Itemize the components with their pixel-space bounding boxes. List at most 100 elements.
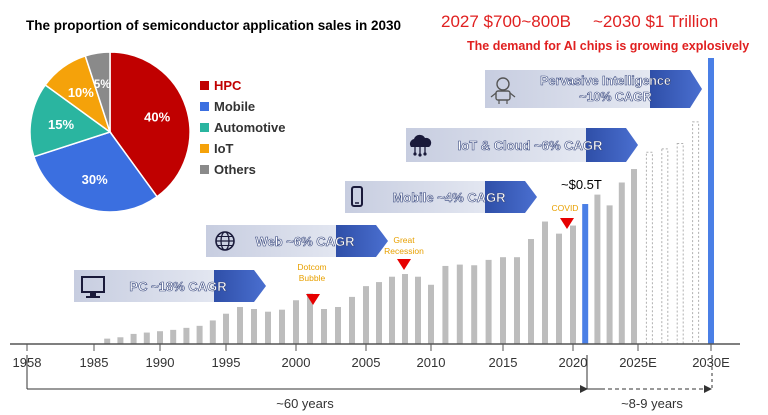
bar-1996 [237, 306, 243, 344]
recession-label-line2: Recession [384, 246, 424, 256]
bar-1990 [157, 331, 163, 344]
dotcom-marker [306, 294, 320, 305]
bar-2010 [428, 284, 434, 344]
tick-label-1995: 1995 [212, 355, 241, 370]
bar-1986 [104, 338, 111, 344]
pie-label-others: 5% [94, 79, 111, 91]
era-label-robot: Pervasive Intelligence [540, 74, 671, 88]
bar-2012 [456, 264, 463, 344]
x-axis-ticks: 1958 1985 1990 1995 2000 2005 2010 2015 2020 2025… [13, 344, 730, 370]
cloud-icon [409, 134, 432, 157]
legend-label-mobile: Mobile [214, 99, 255, 114]
pie-title: The proportion of semiconductor applicat… [26, 18, 401, 33]
legend-swatch-hpc [200, 81, 209, 90]
globe-icon [215, 231, 235, 251]
bar-1991 [170, 329, 177, 344]
era-box-cloud [406, 128, 638, 162]
bar-1988 [130, 333, 137, 344]
bar-2002 [321, 309, 327, 344]
bar-2023 [606, 205, 613, 344]
bar-1998 [265, 311, 271, 344]
recession-label-line1: Great [393, 235, 415, 245]
pie-slice-others [84, 51, 111, 133]
covid-annotation: COVID [552, 203, 579, 229]
bar-1987 [117, 337, 124, 344]
bar-2014 [485, 259, 492, 344]
legend-swatch-others [200, 165, 209, 174]
legend-label-hpc: HPC [214, 78, 242, 93]
era-label-smartphone: Mobile ~4% CAGR [392, 190, 506, 205]
bar-2007 [389, 276, 395, 344]
era-arrow-tip-monitor [214, 270, 266, 302]
bar-1999 [279, 309, 285, 344]
bar-2016 [514, 257, 520, 344]
bar-1992 [183, 327, 190, 344]
pie-label-iot: 10% [68, 85, 94, 100]
bar-1995 [223, 313, 229, 344]
era-label2-robot: ~10% CAGR [579, 90, 652, 104]
era-robot: Pervasive Intelligence ~10% CAGR [485, 70, 702, 108]
recession-marker [397, 259, 411, 270]
bar-2027 [661, 148, 669, 345]
tick-label-2005: 2005 [352, 355, 381, 370]
legend-label-iot: IoT [214, 141, 234, 156]
bar-2028 [676, 142, 684, 345]
pie-slice-automotive [29, 83, 112, 158]
era-arrow-tip-cloud [586, 128, 638, 162]
bar-2019 [556, 233, 562, 344]
bar-2020 [570, 225, 576, 344]
era-monitor: PC ~18% CAGR [74, 270, 266, 302]
era-globe: Web ~6% CAGR [206, 225, 388, 257]
bar-2001 [307, 293, 313, 344]
legend-label-automotive: Automotive [214, 120, 286, 135]
headline-2027: 2027 $700~800B [441, 12, 571, 31]
era-label-globe: Web ~6% CAGR [255, 234, 355, 249]
bar-2022 [594, 194, 601, 344]
era-smartphone: Mobile ~4% CAGR [345, 181, 537, 213]
half-trillion-label: ~$0.5T [561, 177, 602, 192]
span-sixty-label: ~60 years [276, 396, 334, 411]
era-label-monitor: PC ~18% CAGR [129, 279, 227, 294]
bar-2013 [471, 265, 478, 344]
span-eight-nine-years: ~8-9 years [587, 355, 713, 411]
headline-2030: ~2030 $1 Trillion [593, 12, 718, 31]
bar-2000 [293, 300, 299, 344]
tick-label-2000: 2000 [282, 355, 311, 370]
pie-legend: HPC Mobile Automotive IoT Others [200, 78, 286, 177]
tick-label-2015: 2015 [489, 355, 518, 370]
bar-2026 [645, 151, 653, 345]
pie-slice-hpc [109, 51, 191, 198]
bar-2025 [631, 169, 637, 344]
monitor-icon [81, 276, 105, 298]
covid-label: COVID [552, 203, 579, 213]
smartphone-icon [351, 186, 363, 207]
tick-label-2020: 2020 [559, 355, 588, 370]
pie-slice-mobile [32, 131, 159, 213]
span-eight-nine-arrowhead [704, 385, 712, 393]
bar-2030 [708, 58, 714, 344]
covid-marker [560, 218, 574, 229]
bar-2006 [376, 282, 382, 344]
era-arrow-tip-globe [336, 225, 388, 257]
span-sixty-years: ~60 years [26, 355, 588, 411]
bar-2029 [692, 121, 700, 345]
era-box-robot [485, 70, 702, 108]
pie-chart: 40% 30% 15% 10% 5% [29, 51, 191, 213]
tick-label-1985: 1985 [80, 355, 109, 370]
bar-2017 [528, 239, 534, 344]
tick-label-1990: 1990 [146, 355, 175, 370]
era-cloud: IoT & Cloud ~6% CAGR [406, 128, 638, 162]
recession-annotation: Great Recession [384, 235, 424, 270]
bar-2024 [618, 182, 625, 344]
legend-label-others: Others [214, 162, 256, 177]
bar-2011 [442, 265, 449, 344]
bar-2018 [542, 221, 548, 344]
headline-subtitle: The demand for AI chips is growing explo… [467, 39, 749, 53]
bar-2009 [415, 276, 421, 344]
dotcom-label-line1: Dotcom [297, 262, 326, 272]
bar-2015 [500, 257, 506, 344]
tick-label-2010: 2010 [417, 355, 446, 370]
bar-1994 [209, 320, 216, 344]
legend-swatch-mobile [200, 102, 209, 111]
era-label-cloud: IoT & Cloud ~6% CAGR [458, 138, 603, 153]
